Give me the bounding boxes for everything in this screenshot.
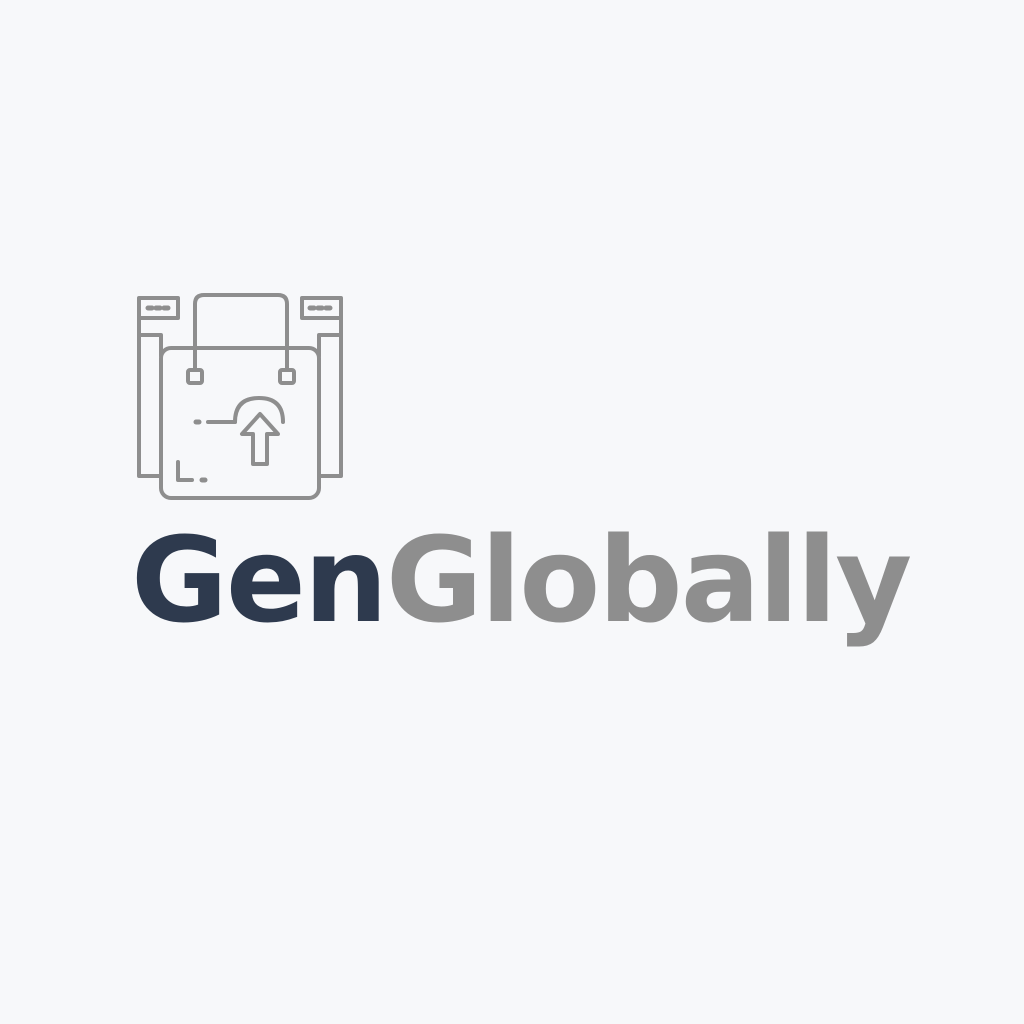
brand-word-gen: Gen <box>131 511 388 649</box>
shopping-bag-upload-icon <box>137 293 343 500</box>
brand-wordmark: GenGlobally <box>131 510 912 652</box>
brand-word-globally: Globally <box>385 511 912 649</box>
